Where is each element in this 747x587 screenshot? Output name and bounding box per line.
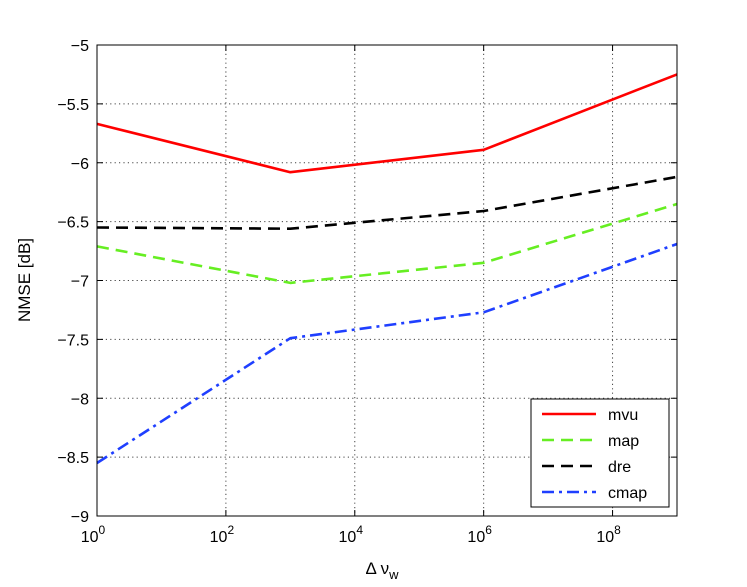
axis-ticks — [96, 44, 677, 517]
legend-label-dre: dre — [608, 459, 631, 476]
y-axis-label: NMSE [dB] — [15, 238, 34, 322]
x-tick-labels: 100 102 104 106 108 — [81, 523, 621, 546]
y-tick-label: −9 — [71, 509, 89, 526]
y-tick-label: −5.5 — [57, 97, 89, 114]
series-line-map — [96, 202, 678, 285]
x-axis-label: Δ νw — [365, 559, 399, 582]
x-tick-label: 106 — [467, 523, 492, 546]
y-tick-label: −6 — [71, 156, 89, 173]
y-tick-label: −8.5 — [57, 450, 89, 467]
legend: mvu map dre cmap — [530, 398, 670, 508]
y-tick-label: −6.5 — [57, 215, 89, 232]
x-tick-label: 108 — [596, 523, 621, 546]
y-tick-label: −7.5 — [57, 332, 89, 349]
x-tick-label: 104 — [339, 523, 364, 546]
series-line-mvu — [96, 73, 678, 174]
legend-label-mvu: mvu — [608, 407, 638, 424]
legend-label-map: map — [608, 433, 639, 450]
legend-box — [530, 398, 670, 508]
y-tick-label: −5 — [71, 38, 89, 55]
series-line-dre — [96, 175, 678, 230]
series-lines — [96, 73, 678, 465]
y-tick-label: −7 — [71, 274, 89, 291]
x-tick-label: 102 — [210, 523, 235, 546]
y-tick-label: −8 — [71, 391, 89, 408]
x-tick-label: 100 — [81, 523, 106, 546]
legend-label-cmap: cmap — [608, 485, 647, 502]
y-tick-labels: −5 −5.5 −6 −6.5 −7 −7.5 −8 −8.5 −9 — [57, 38, 89, 526]
series-line-cmap — [96, 242, 678, 465]
